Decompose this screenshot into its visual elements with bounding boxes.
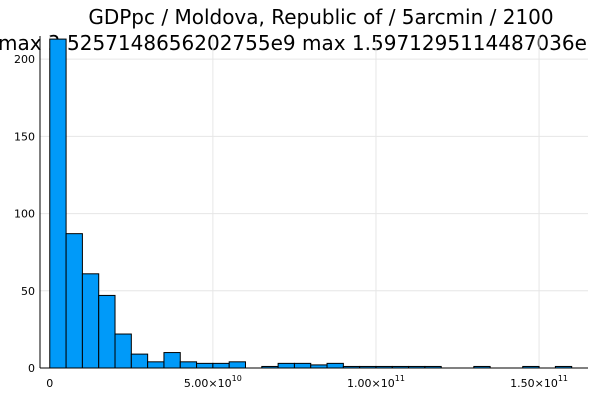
y-tick-label: 0 [28,362,35,375]
histogram-bar [277,362,295,369]
histogram-bar [326,362,344,369]
bars-layer [49,38,573,369]
histogram-bar [114,333,132,369]
x-tick-label: 5.00×1010 [184,374,242,390]
x-tick-label: 0 [46,377,53,390]
histogram-bar [147,361,165,369]
histogram-bar [130,353,149,369]
y-tick-label: 50 [21,285,35,298]
y-tick-label: 200 [14,53,35,66]
grid-layer [40,36,588,369]
chart-title: GDPpc / Moldova, Republic of / 5arcmin /… [88,5,553,29]
histogram-bar [293,362,312,369]
histogram-bar [212,362,230,369]
histogram-bar [49,38,67,369]
y-tick-label: 100 [14,208,35,221]
chart-subtitle: max 2.5257148656202755e9 max 1.597129511… [0,31,587,55]
histogram-bar [196,362,214,369]
histogram-bar [65,233,83,369]
y-tick-label: 150 [14,130,35,143]
histogram-bar [98,294,116,369]
histogram-bar [228,361,246,369]
histogram-bar [81,273,100,369]
histogram-bar [179,361,198,369]
x-tick-label: 1.00×1011 [347,374,405,390]
histogram-bar [163,352,181,369]
x-tick-label: 1.50×1011 [510,374,568,390]
ticks-layer: 0 50 100 150 200 0 5.00×1010 1.00×1011 1.50×1011 [14,53,568,390]
